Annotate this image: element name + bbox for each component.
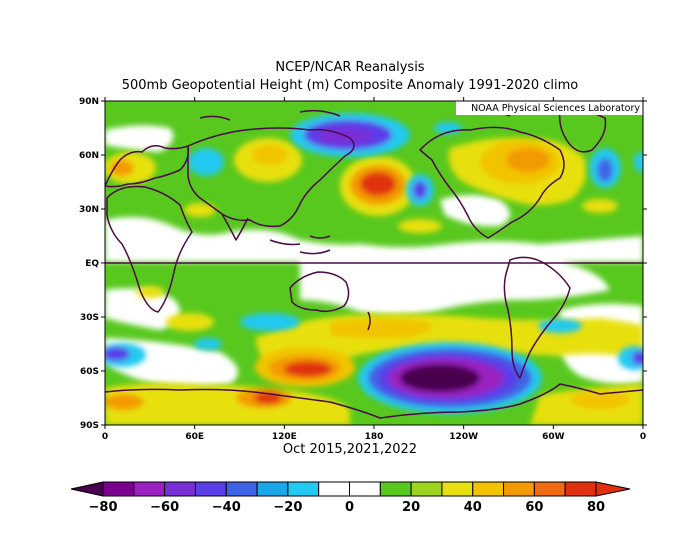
credit-box [456, 101, 643, 115]
colorbar-boxes [70, 481, 631, 497]
credit-label: NOAA Physical Sciences Laboratory [471, 103, 640, 114]
lat-tick-label: 90S [80, 421, 99, 431]
colorbar-box [318, 481, 350, 497]
colorbar-box [102, 481, 135, 497]
colorbar-box [379, 481, 412, 497]
lon-tick-label: 120E [272, 432, 297, 442]
lon-tick-label: 60E [185, 432, 204, 442]
map-subtitle: 500mb Geopotential Height (m) Composite … [121, 78, 579, 93]
colorbar-box [349, 481, 381, 497]
lon-tick-label: 120W [449, 432, 478, 442]
colorbar-box [194, 481, 227, 497]
field-layer [105, 101, 643, 425]
lon-tick-label: 0 [640, 432, 646, 442]
colorbar-box [225, 481, 258, 497]
lon-tick-label: 180 [365, 432, 384, 442]
colorbar-box [503, 481, 535, 497]
colorbar-box [533, 481, 566, 497]
colorbar-tick-label: −40 [212, 500, 241, 515]
colorbar-box [164, 481, 196, 497]
colorbar-tick-label: 40 [464, 500, 482, 515]
colorbar-tick-label: −80 [89, 500, 118, 515]
colorbar-box [410, 481, 443, 497]
colorbar-tick-label: 0 [345, 500, 354, 515]
colorbar-tick-label: −60 [150, 500, 179, 515]
colorbar-labels: −80 −60 −40 −20 0 20 40 60 80 [89, 500, 606, 515]
colorbar-box [472, 481, 505, 497]
lat-tick-label: 60S [80, 367, 99, 377]
lat-tick-label: 90N [79, 97, 99, 107]
colorbar-box [256, 481, 289, 497]
colorbar-box [133, 481, 166, 497]
colorbar-box [441, 481, 474, 497]
x-axis-label: Oct 2015,2021,2022 [282, 442, 418, 457]
colorbar-tick-label: −20 [273, 500, 302, 515]
colorbar-tick-label: 60 [525, 500, 543, 515]
lon-tick-label: 60W [542, 432, 565, 442]
colorbar-box [287, 481, 320, 497]
lat-tick-label: 60N [79, 151, 99, 161]
colorbar-box [564, 481, 597, 497]
colorbar-min-arrow [70, 481, 104, 497]
lon-tick-label: 0 [102, 432, 108, 442]
colorbar-tick-label: 80 [587, 500, 605, 515]
colorbar-max-arrow [595, 481, 631, 497]
lat-tick-label: 30S [80, 313, 99, 323]
lat-tick-label: 30N [79, 205, 99, 215]
lat-tick-label: EQ [85, 259, 99, 269]
map-title: NCEP/NCAR Reanalysis [275, 60, 425, 75]
colorbar-tick-label: 20 [402, 500, 420, 515]
